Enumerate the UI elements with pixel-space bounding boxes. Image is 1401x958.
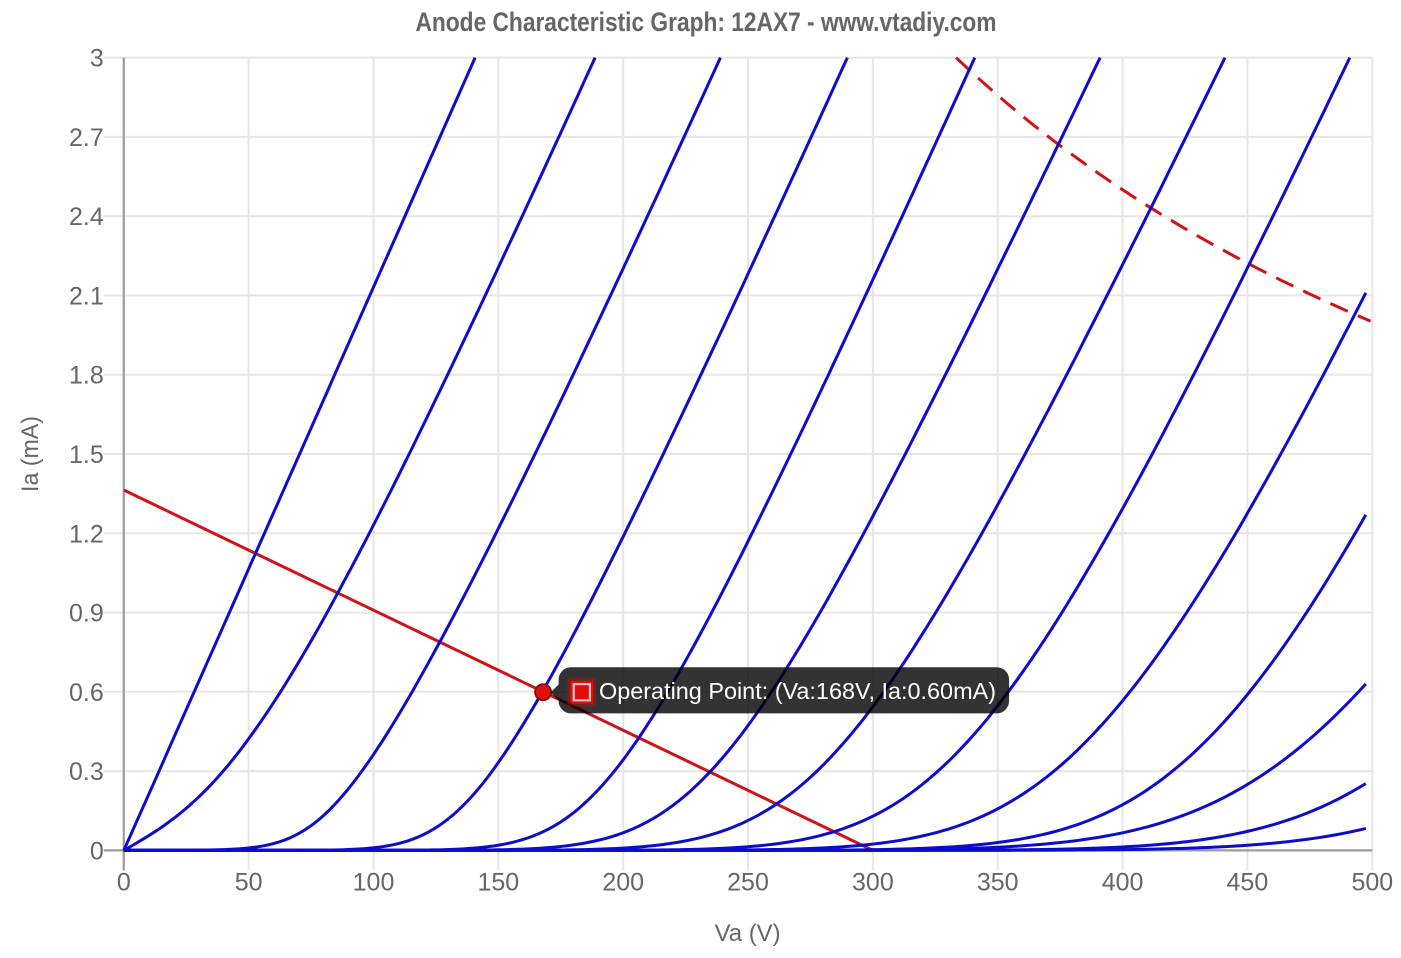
svg-text:3: 3 — [90, 45, 104, 73]
svg-text:1.5: 1.5 — [69, 441, 104, 469]
svg-text:150: 150 — [477, 869, 519, 897]
svg-text:Va (V): Va (V) — [715, 920, 781, 947]
svg-text:200: 200 — [602, 869, 644, 897]
svg-text:0.3: 0.3 — [69, 758, 104, 786]
svg-text:250: 250 — [727, 869, 769, 897]
svg-text:0.6: 0.6 — [69, 679, 104, 707]
svg-text:2.1: 2.1 — [69, 282, 104, 310]
svg-text:0.9: 0.9 — [69, 600, 104, 628]
svg-text:400: 400 — [1102, 869, 1144, 897]
svg-text:450: 450 — [1227, 869, 1269, 897]
svg-text:1.8: 1.8 — [69, 362, 104, 390]
svg-text:2.7: 2.7 — [69, 124, 104, 152]
svg-text:Operating Point: (Va:168V, Ia:: Operating Point: (Va:168V, Ia:0.60mA) — [599, 678, 996, 704]
svg-text:2.4: 2.4 — [69, 203, 104, 231]
svg-text:50: 50 — [235, 869, 263, 897]
svg-text:0: 0 — [90, 837, 104, 865]
svg-text:0: 0 — [117, 869, 131, 897]
svg-text:Ia (mA): Ia (mA) — [17, 416, 44, 492]
svg-text:350: 350 — [977, 869, 1019, 897]
svg-text:500: 500 — [1351, 869, 1393, 897]
svg-text:100: 100 — [353, 869, 395, 897]
svg-text:Anode Characteristic Graph: 12: Anode Characteristic Graph: 12AX7 - www.… — [416, 7, 997, 37]
svg-text:1.2: 1.2 — [69, 520, 104, 548]
svg-text:300: 300 — [852, 869, 894, 897]
